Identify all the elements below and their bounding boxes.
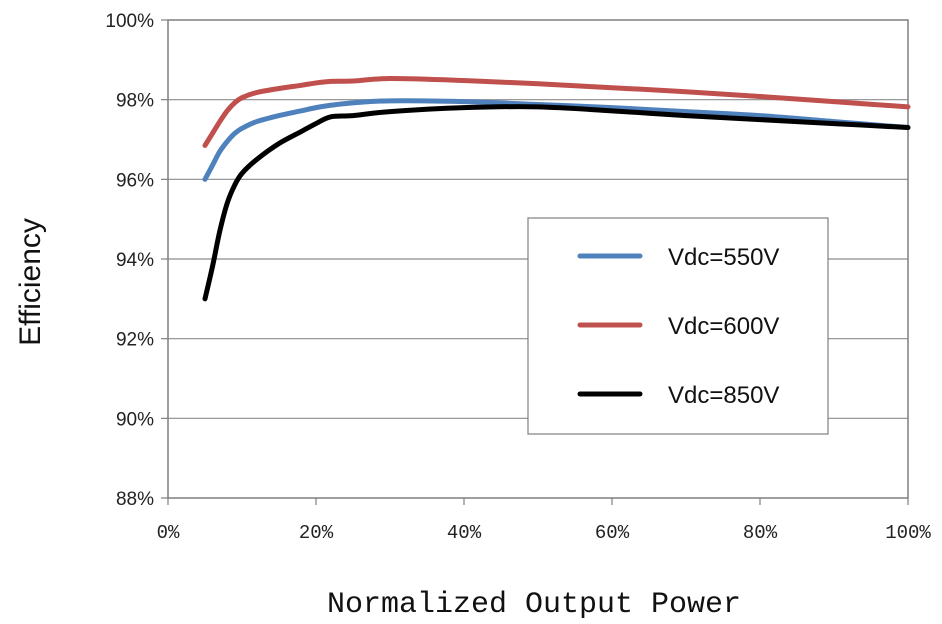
x-tick-label: 20%: [299, 522, 334, 544]
x-tick-label: 100%: [885, 522, 931, 544]
y-tick-label: 90%: [116, 409, 154, 430]
legend-items: Vdc=550V Vdc=600V Vdc=850V: [577, 244, 779, 409]
y-tick-label: 98%: [116, 91, 154, 112]
legend-label: Vdc=550V: [668, 244, 779, 271]
y-tick-label: 88%: [116, 489, 154, 510]
series-line-vdc-550v: [202, 98, 911, 182]
x-tick-label: 60%: [595, 522, 630, 544]
legend-label: Vdc=850V: [668, 382, 779, 409]
y-tick-label: 92%: [116, 330, 154, 351]
series-line-vdc-850v: [202, 104, 911, 302]
series-lines: [202, 76, 911, 302]
x-tick-label: 40%: [447, 522, 482, 544]
legend-label: Vdc=600V: [668, 313, 779, 340]
legend: Vdc=550V Vdc=600V Vdc=850V: [527, 217, 829, 435]
x-tick-label: 0%: [157, 522, 180, 544]
x-axis-ticks: 0% 20% 40% 60% 80% 100%: [157, 498, 931, 544]
x-tick-label: 80%: [743, 522, 778, 544]
y-axis-label: Efficiency: [14, 218, 47, 346]
y-tick-label: 96%: [116, 170, 154, 191]
y-axis-ticks: 88% 90% 92% 94% 96% 98% 100%: [105, 11, 168, 510]
x-axis-label: Normalized Output Power: [327, 588, 741, 622]
y-tick-label: 94%: [116, 250, 154, 271]
series-line-vdc-600v: [202, 76, 911, 148]
y-tick-label: 100%: [105, 11, 154, 32]
